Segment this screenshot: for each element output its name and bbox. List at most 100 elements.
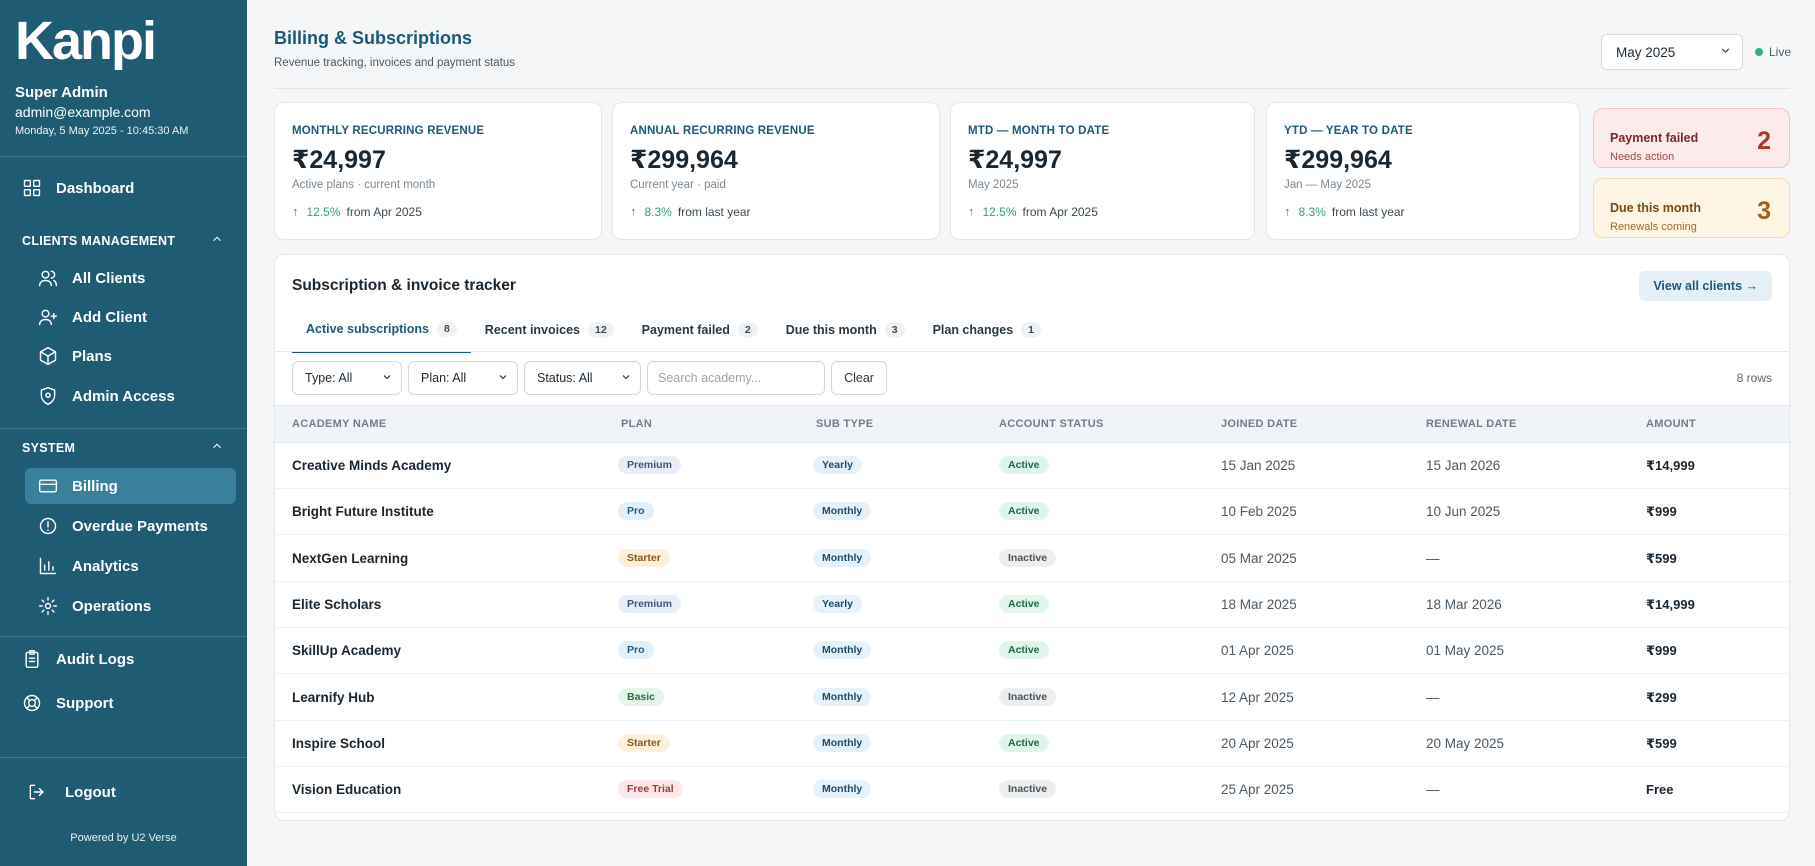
academy-name: Creative Minds Academy (292, 458, 452, 473)
sidebar-item-admin-access[interactable]: Admin Access (38, 378, 175, 414)
table-row[interactable]: NextGen Learning Starter Monthly Inactive 05… (275, 536, 1789, 582)
plan-badge: Free Trial (618, 780, 683, 799)
kpi-sub: May 2025 (968, 179, 1019, 191)
kpi-value: ₹24,997 (292, 146, 386, 174)
tab-recent-invoices[interactable]: Recent invoices 12 (471, 307, 628, 353)
divider (0, 428, 247, 429)
status-badge: Active (999, 502, 1049, 521)
chevron-up-icon (210, 232, 224, 249)
plan-badge: Pro (618, 502, 654, 521)
chevron-down-icon (381, 371, 393, 386)
tab-count-badge: 12 (587, 322, 614, 338)
month-select[interactable]: May 2025 (1601, 34, 1743, 70)
column-header[interactable]: RENEWAL DATE (1426, 418, 1517, 430)
kpi-trend-pct: 12.5% (306, 204, 341, 219)
amount: ₹999 (1646, 504, 1677, 520)
status-badge: Inactive (999, 780, 1057, 799)
sub-type-badge: Monthly (813, 687, 872, 706)
column-header[interactable]: PLAN (621, 418, 653, 430)
live-dot-icon (1755, 48, 1763, 56)
status-filter-select[interactable]: Status: All (524, 361, 641, 395)
kpi-sub: Active plans · current month (292, 179, 436, 191)
sidebar-item-label: Overdue Payments (72, 517, 208, 535)
arrow-up-icon: ↑ (1284, 204, 1291, 219)
sidebar-item-label: Admin Access (72, 387, 175, 405)
status-badge: Inactive (999, 687, 1057, 706)
chevron-down-icon (497, 371, 509, 386)
shield-icon (38, 386, 58, 406)
tab-plan-changes[interactable]: Plan changes 1 (919, 307, 1055, 353)
sidebar-item-support[interactable]: Support (22, 685, 114, 721)
sidebar-item-label: Billing (72, 477, 118, 495)
status-badge: Inactive (999, 548, 1057, 567)
column-header[interactable]: JOINED DATE (1221, 418, 1298, 430)
column-header[interactable]: SUB TYPE (816, 418, 874, 430)
kpi-value: ₹299,964 (1284, 146, 1392, 174)
tab-active-subscriptions[interactable]: Active subscriptions 8 (292, 307, 471, 353)
column-header[interactable]: ACADEMY NAME (292, 418, 387, 430)
table-row[interactable]: Bright Future Institute Pro Monthly Active 1… (275, 489, 1789, 536)
joined-date: 01 Apr 2025 (1221, 643, 1294, 659)
sub-type-badge: Monthly (813, 733, 872, 752)
sub-type-badge: Yearly (813, 456, 862, 474)
table-row[interactable]: Vision Education Free Trial Monthly Inactiv… (275, 767, 1789, 814)
sub-type-badge: Yearly (813, 594, 862, 613)
table-row[interactable]: Elite Scholars Premium Yearly Active 18 Mar … (275, 582, 1789, 628)
clear-filters-button[interactable]: Clear (831, 361, 887, 395)
sidebar-item-plans[interactable]: Plans (38, 338, 112, 374)
table-row[interactable]: SkillUp Academy Pro Monthly Active 01 Apr 20… (275, 628, 1789, 675)
plan-badge: Premium (618, 594, 681, 613)
sidebar-item-audit-logs[interactable]: Audit Logs (22, 641, 134, 677)
column-header[interactable]: AMOUNT (1646, 418, 1697, 430)
amount: ₹599 (1646, 550, 1677, 566)
tab-count-badge: 3 (884, 322, 905, 338)
due-this-month-card[interactable]: Due this month Renewals coming 3 (1593, 178, 1790, 238)
joined-date: 12 Apr 2025 (1221, 689, 1294, 705)
logout-button[interactable]: Logout (27, 774, 116, 810)
select-value: Status: All (537, 371, 593, 385)
column-header[interactable]: ACCOUNT STATUS (999, 418, 1104, 430)
academy-name: Learnify Hub (292, 689, 375, 705)
kpi-card-ytd: YTD — YEAR TO DATE ₹299,964 Jan — May 20… (1266, 102, 1580, 240)
kpi-label: MONTHLY RECURRING REVENUE (292, 125, 485, 137)
status-badge: Active (999, 456, 1049, 474)
sidebar-item-add-client[interactable]: Add Client (38, 299, 147, 335)
kpi-card-mrr: MONTHLY RECURRING REVENUE ₹24,997 Active… (274, 102, 602, 240)
kpi-trend-text: from Apr 2025 (1022, 204, 1098, 219)
status-badge: Active (999, 594, 1049, 613)
kpi-trend: ↑ 8.3% from last year (1284, 204, 1405, 219)
table-row[interactable]: Creative Minds Academy Premium Yearly Activ… (275, 443, 1789, 489)
user-plus-icon (38, 307, 58, 327)
search-academy-input[interactable] (647, 361, 825, 395)
kpi-card-arr: ANNUAL RECURRING REVENUE ₹299,964 Curren… (612, 102, 940, 240)
type-filter-select[interactable]: Type: All (292, 361, 402, 395)
section-clients-management[interactable]: CLIENTS MANAGEMENT (22, 232, 224, 249)
sidebar-item-label: Logout (65, 783, 116, 801)
tab-due-this-month[interactable]: Due this month 3 (772, 307, 919, 353)
academy-name: Inspire School (292, 735, 386, 751)
sidebar-item-overdue-payments[interactable]: Overdue Payments (38, 508, 208, 544)
view-all-clients-button[interactable]: View all clients → (1639, 271, 1772, 301)
academy-name: NextGen Learning (292, 550, 409, 566)
kpi-label: YTD — YEAR TO DATE (1284, 125, 1413, 137)
table-row[interactable]: Learnify Hub Basic Monthly Inactive 12 Apr 2… (275, 675, 1789, 721)
sidebar-item-operations[interactable]: Operations (38, 588, 151, 624)
plan-badge: Pro (618, 641, 654, 660)
section-system[interactable]: SYSTEM (22, 439, 224, 456)
plan-badge: Starter (618, 548, 670, 567)
table-row[interactable]: Inspire School Starter Monthly Active 20 Apr… (275, 721, 1789, 767)
plan-filter-select[interactable]: Plan: All (408, 361, 518, 395)
sidebar-item-all-clients[interactable]: All Clients (38, 260, 145, 296)
sub-type-badge: Monthly (813, 502, 872, 521)
live-label: Live (1769, 45, 1792, 59)
status-badge: Active (999, 641, 1049, 660)
section-label: SYSTEM (22, 440, 76, 455)
joined-date: 05 Mar 2025 (1221, 550, 1297, 566)
sidebar-item-analytics[interactable]: Analytics (38, 548, 139, 584)
sidebar-item-dashboard[interactable]: Dashboard (22, 170, 134, 206)
sidebar-item-billing[interactable]: Billing (25, 468, 236, 504)
kpi-trend-text: from last year (677, 204, 751, 219)
payment-failed-card[interactable]: Payment failed Needs action 2 (1593, 108, 1790, 168)
tab-payment-failed[interactable]: Payment failed 2 (628, 307, 772, 353)
alert-sub: Renewals coming (1610, 221, 1697, 233)
